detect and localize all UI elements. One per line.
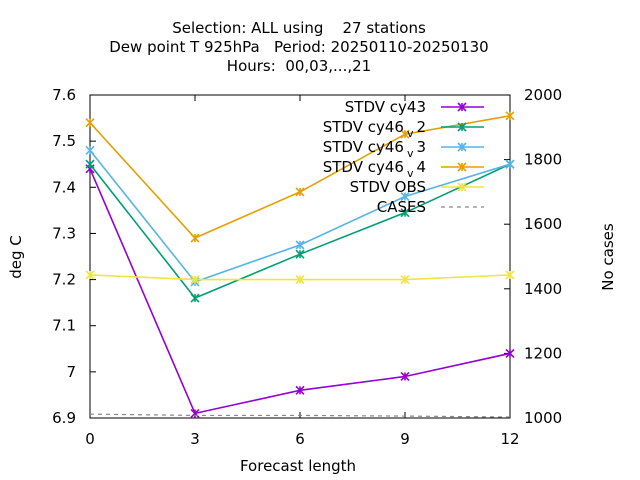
data-point	[505, 270, 515, 280]
data-point	[400, 275, 410, 285]
data-point	[190, 293, 200, 303]
y-tick-label: 7.3	[52, 224, 76, 242]
data-point	[85, 118, 95, 128]
legend-label: STDV cy43	[345, 98, 426, 116]
title-line: Selection: ALL using 27 stations	[172, 19, 426, 37]
legend-marker	[457, 162, 467, 172]
title-line: Hours: 00,03,...,21	[227, 57, 371, 75]
y-tick-label: 6.9	[52, 409, 76, 427]
series-line	[89, 114, 511, 240]
legend-marker	[457, 102, 467, 112]
data-point	[295, 249, 305, 259]
y-tick-label: 7.2	[52, 271, 76, 289]
x-tick-label: 9	[400, 430, 410, 448]
y2-tick-label: 1800	[524, 151, 562, 169]
data-point	[400, 208, 410, 218]
data-point	[505, 111, 515, 121]
data-point	[400, 191, 410, 202]
series-line	[89, 168, 511, 415]
y2-tick-label: 1600	[524, 215, 562, 233]
data-point	[505, 348, 515, 358]
legend-label: STDV cy46 v 2	[323, 118, 426, 140]
legend-marker	[457, 142, 467, 152]
y2-tick-label: 1000	[524, 409, 562, 427]
x-axis-label: Forecast length	[240, 457, 356, 475]
y-tick-label: 7.5	[52, 132, 76, 150]
legend-label: STDV cy46 v 4	[323, 158, 426, 180]
y-tick-label: 7	[66, 363, 76, 381]
y2-tick-label: 1200	[524, 344, 562, 362]
y2-tick-label: 1400	[524, 280, 562, 298]
data-point	[190, 408, 200, 418]
legend-label: STDV OBS	[350, 178, 426, 196]
legend-label: CASES	[377, 198, 426, 216]
data-point	[295, 385, 305, 395]
series-line	[89, 149, 511, 283]
x-tick-label: 12	[500, 430, 519, 448]
y-tick-label: 7.4	[52, 178, 76, 196]
data-point	[505, 159, 515, 169]
data-point	[85, 145, 95, 155]
series	[85, 111, 515, 418]
axes: 0 3 6 9 12 6.9 7 7.1 7.2 7.3 7.4 7.5 7.6 1000 1200 1400…	[52, 86, 562, 448]
y2-tick-label: 2000	[524, 86, 562, 104]
y-tick-label: 7.1	[52, 317, 76, 335]
x-tick-label: 6	[295, 430, 305, 448]
data-point	[295, 187, 305, 197]
data-point	[85, 159, 95, 169]
data-point	[190, 275, 200, 285]
data-point	[85, 270, 95, 280]
y-axis-label: deg C	[7, 235, 25, 279]
y2-axis-label: No cases	[599, 223, 617, 291]
title-line: Dew point T 925hPa Period: 20250110-2025…	[109, 38, 488, 56]
series-line	[89, 413, 511, 418]
x-tick-label: 0	[85, 430, 95, 448]
legend-marker	[457, 122, 467, 132]
legend-marker	[457, 182, 467, 192]
legend-label: STDV cy46 v 3	[323, 138, 426, 160]
data-point	[400, 371, 410, 382]
data-point	[295, 240, 305, 250]
data-point	[190, 233, 200, 243]
data-point	[400, 129, 410, 139]
y-tick-label: 7.6	[52, 86, 76, 104]
x-tick-label: 3	[190, 430, 200, 448]
data-point	[295, 275, 305, 285]
